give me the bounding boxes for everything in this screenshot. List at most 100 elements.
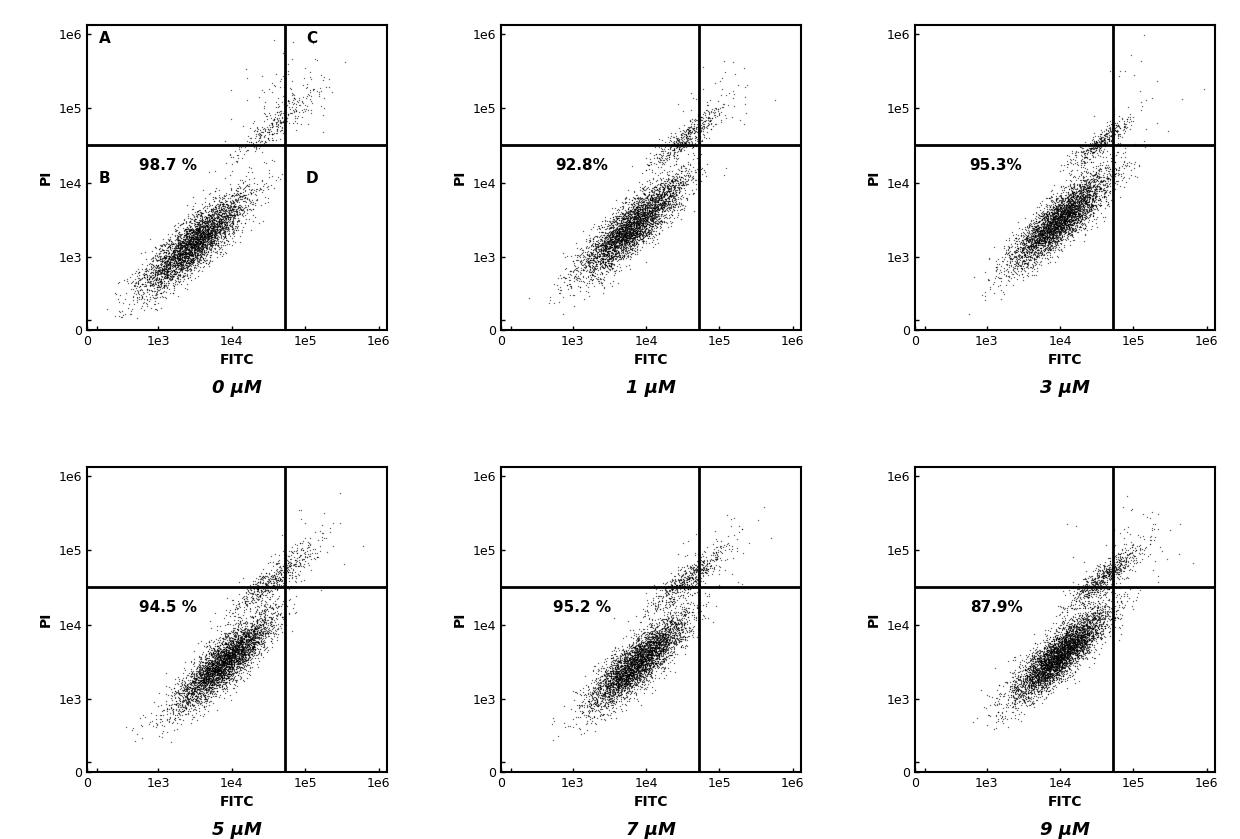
Point: [269, 566, 289, 580]
Point: [188, 227, 208, 240]
Point: [198, 227, 218, 241]
Point: [1112, 112, 1132, 126]
Point: [273, 560, 293, 573]
Point: [186, 243, 206, 257]
Point: [1074, 643, 1094, 656]
Point: [1047, 656, 1066, 670]
Point: [661, 648, 681, 661]
Point: [221, 664, 241, 677]
Point: [164, 715, 184, 728]
Point: [212, 207, 232, 221]
Point: [1034, 212, 1054, 226]
Point: [139, 287, 159, 300]
Point: [213, 202, 233, 216]
Point: [677, 133, 697, 147]
Point: [211, 675, 231, 688]
Point: [998, 654, 1018, 668]
Point: [631, 651, 651, 664]
Point: [1095, 178, 1115, 191]
Point: [1059, 646, 1079, 659]
Point: [206, 654, 226, 668]
Point: [1017, 268, 1037, 281]
Point: [637, 630, 657, 644]
Point: [611, 232, 631, 245]
Point: [1027, 693, 1047, 706]
Point: [179, 256, 198, 269]
Point: [250, 587, 270, 601]
Point: [193, 639, 213, 653]
Point: [177, 257, 197, 270]
Point: [224, 638, 244, 651]
Point: [1069, 184, 1089, 197]
Point: [232, 638, 252, 651]
Point: [1054, 645, 1074, 659]
Point: [668, 200, 688, 213]
Point: [603, 659, 622, 672]
Point: [263, 576, 283, 590]
Point: [615, 659, 635, 672]
Point: [651, 638, 671, 652]
Point: [1052, 638, 1071, 652]
Point: [520, 291, 539, 305]
Point: [660, 188, 680, 201]
Point: [1053, 634, 1073, 648]
Point: [627, 210, 647, 223]
Point: [1075, 635, 1095, 649]
Point: [1063, 214, 1083, 227]
Point: [273, 126, 293, 139]
Point: [1043, 664, 1063, 677]
Point: [159, 257, 179, 270]
Point: [1104, 587, 1123, 601]
Point: [1032, 237, 1052, 250]
Point: [1074, 200, 1094, 213]
Point: [218, 637, 238, 650]
Point: [588, 677, 608, 690]
Point: [164, 253, 184, 267]
Point: [202, 670, 222, 683]
Point: [170, 244, 190, 258]
Point: [149, 267, 169, 280]
Point: [680, 571, 699, 585]
Point: [614, 653, 634, 666]
Point: [227, 185, 247, 198]
Point: [613, 232, 632, 246]
Point: [626, 662, 646, 675]
Point: [253, 184, 273, 197]
Point: [165, 258, 185, 272]
Point: [192, 197, 212, 211]
Point: [1096, 180, 1116, 193]
Point: [666, 601, 686, 614]
Point: [1090, 578, 1110, 591]
Point: [186, 242, 206, 255]
Point: [675, 606, 694, 619]
Point: [241, 629, 260, 643]
Point: [263, 601, 283, 614]
Point: [1074, 213, 1094, 227]
Point: [615, 665, 635, 679]
Point: [1038, 256, 1058, 269]
Point: [218, 201, 238, 215]
Point: [1044, 223, 1064, 237]
Point: [1055, 672, 1075, 685]
Point: [222, 648, 242, 661]
Point: [1024, 628, 1044, 641]
Point: [186, 692, 206, 706]
Point: [650, 196, 670, 210]
Point: [270, 620, 290, 633]
Point: [627, 206, 647, 219]
Point: [641, 155, 661, 169]
Point: [1066, 632, 1086, 645]
Point: [1069, 621, 1089, 634]
Point: [219, 642, 239, 655]
Point: [608, 669, 627, 682]
Point: [570, 284, 590, 298]
Point: [190, 683, 210, 696]
Point: [1033, 644, 1053, 658]
Point: [1043, 232, 1063, 245]
Point: [278, 108, 298, 122]
Point: [616, 670, 636, 684]
Point: [1097, 565, 1117, 578]
Point: [1094, 177, 1114, 190]
Point: [1043, 645, 1063, 659]
Point: [640, 205, 660, 218]
